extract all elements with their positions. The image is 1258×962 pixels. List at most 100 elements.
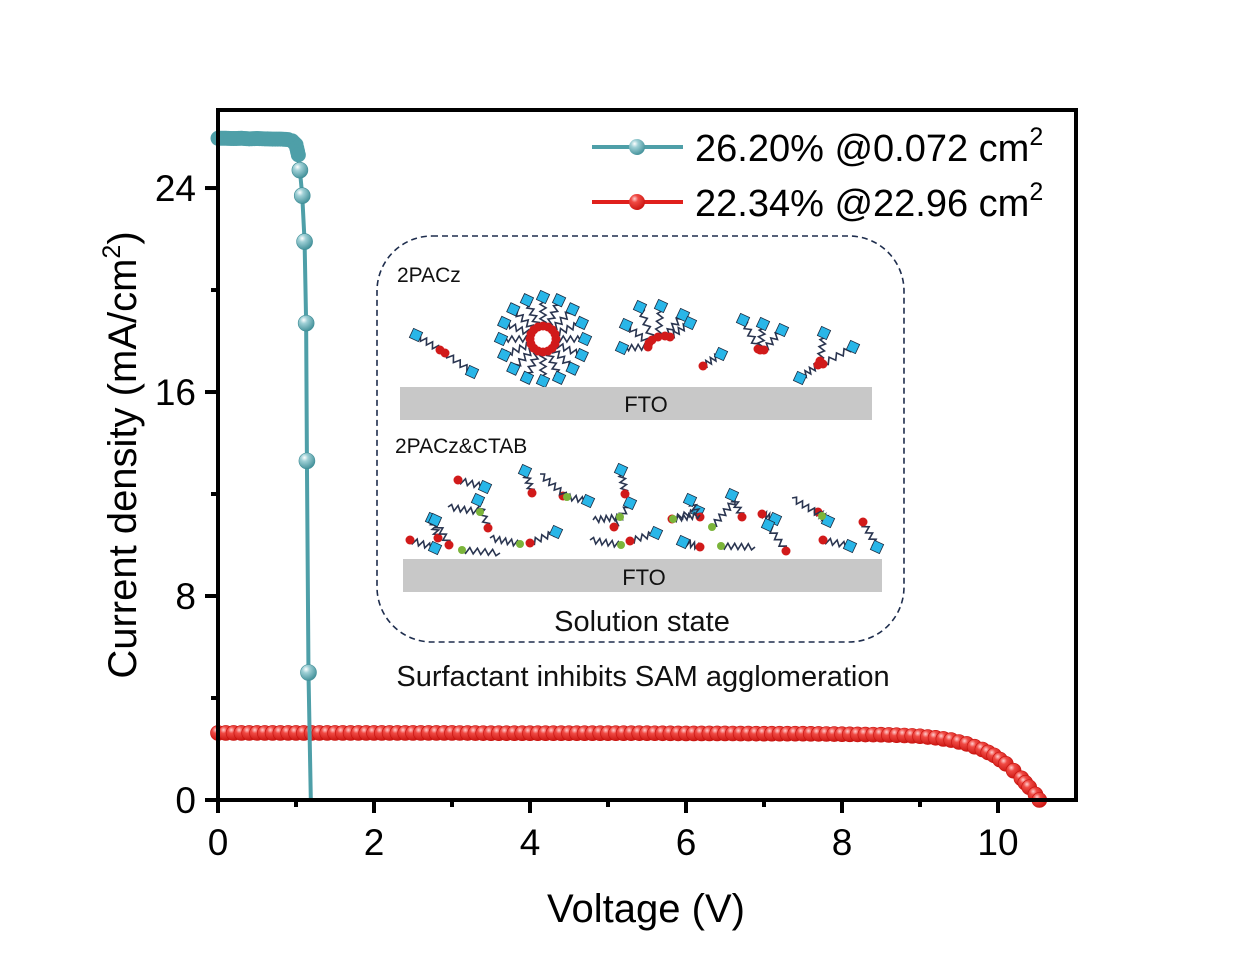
legend-label-1: 22.34% @22.96 cm <box>695 183 1029 225</box>
x-tick-label-0: 0 <box>208 822 229 863</box>
carbazole-head <box>724 487 740 503</box>
x-tick-label-8: 8 <box>832 822 853 863</box>
x-tick-label-6: 6 <box>676 822 697 863</box>
data-point-teal <box>291 161 309 179</box>
alkyl-chain <box>592 512 621 525</box>
micelle-core-center <box>535 331 551 347</box>
x-axis-title: Voltage (V) <box>547 887 745 931</box>
carbazole-head <box>551 293 567 308</box>
anchor-group <box>458 546 466 554</box>
carbazole-head <box>506 302 521 317</box>
inset-label-2pacz-ctab: 2PACz&CTAB <box>395 435 527 458</box>
y-tick-label-16: 16 <box>155 372 196 413</box>
anchor-group <box>609 522 619 532</box>
carbazole-head <box>653 298 669 314</box>
y-axis-title-end: ) <box>101 231 145 244</box>
anchor-group <box>858 517 868 527</box>
alkyl-chain <box>589 536 622 549</box>
carbazole-head <box>632 299 648 315</box>
series-line-teal <box>218 136 313 801</box>
carbazole-head <box>842 538 858 554</box>
carbazole-head <box>470 492 486 508</box>
carbazole-head <box>845 339 861 355</box>
carbazole-head <box>506 361 521 376</box>
fto-substrate-bottom <box>403 559 882 592</box>
carbazole-head <box>493 331 509 347</box>
alkyl-chain <box>720 541 756 552</box>
data-point-teal <box>298 452 316 470</box>
carbazole-head <box>622 495 638 511</box>
anchor-group <box>669 515 677 523</box>
carbazole-head <box>574 347 589 363</box>
data-point-teal <box>300 664 317 681</box>
anchor-group <box>653 332 663 342</box>
anchor-group <box>476 508 484 516</box>
anchor-group <box>781 546 791 556</box>
carbazole-head <box>755 316 771 332</box>
series-red <box>210 725 1048 808</box>
plot-frame <box>216 108 1078 802</box>
series-teal <box>210 130 317 801</box>
carbazole-head <box>497 347 512 363</box>
carbazole-head <box>682 492 698 508</box>
anchor-group <box>665 332 675 342</box>
inset-caption: Solution state <box>554 606 730 638</box>
alkyl-chain <box>672 510 701 523</box>
carbazole-head <box>517 463 533 479</box>
x-tick-label-2: 2 <box>364 822 385 863</box>
anchor-group <box>757 509 767 519</box>
anchor-group <box>717 542 725 550</box>
carbazole-head <box>792 370 808 386</box>
carbazole-head <box>735 312 751 328</box>
anchor-group <box>405 535 415 545</box>
anchor-group <box>759 345 769 355</box>
y-tick-label-8: 8 <box>175 576 196 617</box>
anchor-group <box>620 489 630 499</box>
legend-marker-0 <box>629 139 645 155</box>
data-point-teal <box>290 147 306 163</box>
micelle-core <box>527 323 559 355</box>
carbazole-head <box>614 340 630 356</box>
carbazole-head <box>580 493 596 509</box>
legend-text-0: 26.20% @0.072 cm2 <box>695 123 1043 170</box>
legend: 26.20% @0.072 cm2 22.34% @22.96 cm2 <box>592 123 1043 225</box>
alkyl-chain <box>711 499 736 528</box>
carbazole-head <box>577 331 593 347</box>
carbazole-head <box>519 370 535 385</box>
y-axis-title: Current density (mA/cm2) <box>98 231 145 678</box>
anchor-group <box>695 542 705 552</box>
alkyl-chain <box>447 503 481 516</box>
carbazole-head <box>675 534 691 550</box>
anchor-group <box>708 523 716 531</box>
carbazole-head <box>682 315 698 331</box>
anchor-group <box>813 360 823 370</box>
carbazole-head <box>551 370 567 385</box>
alkyl-chain <box>791 496 823 517</box>
anchor-group <box>737 512 747 522</box>
carbazole-head <box>648 525 664 541</box>
x-tick-label-4: 4 <box>520 822 541 863</box>
inset-border <box>376 235 905 643</box>
anchor-group <box>433 533 443 543</box>
anchor-group <box>527 488 537 498</box>
anchor-group <box>440 348 450 358</box>
anchor-group <box>616 513 624 521</box>
carbazole-head <box>565 361 580 376</box>
inset-diagram: 2PACz FTO 2PACz&CTAB FTO Solution state … <box>376 235 905 693</box>
anchor-group <box>563 493 571 501</box>
legend-label-0: 26.20% @0.072 cm <box>695 128 1029 170</box>
y-axis-title-main: Current density (mA/cm <box>101 259 145 679</box>
legend-label-1-sup: 2 <box>1029 178 1043 206</box>
carbazole-head <box>774 322 790 338</box>
molecules-2pacz <box>408 289 861 389</box>
carbazole-head <box>760 517 776 533</box>
legend-item-1: 22.34% @22.96 cm2 <box>592 178 1043 225</box>
alkyl-chain <box>444 352 473 373</box>
legend-marker-1 <box>629 194 645 210</box>
carbazole-head <box>497 315 512 331</box>
y-tick-label-24: 24 <box>155 168 196 209</box>
alkyl-chain <box>489 534 521 548</box>
carbazole-head <box>574 315 589 331</box>
